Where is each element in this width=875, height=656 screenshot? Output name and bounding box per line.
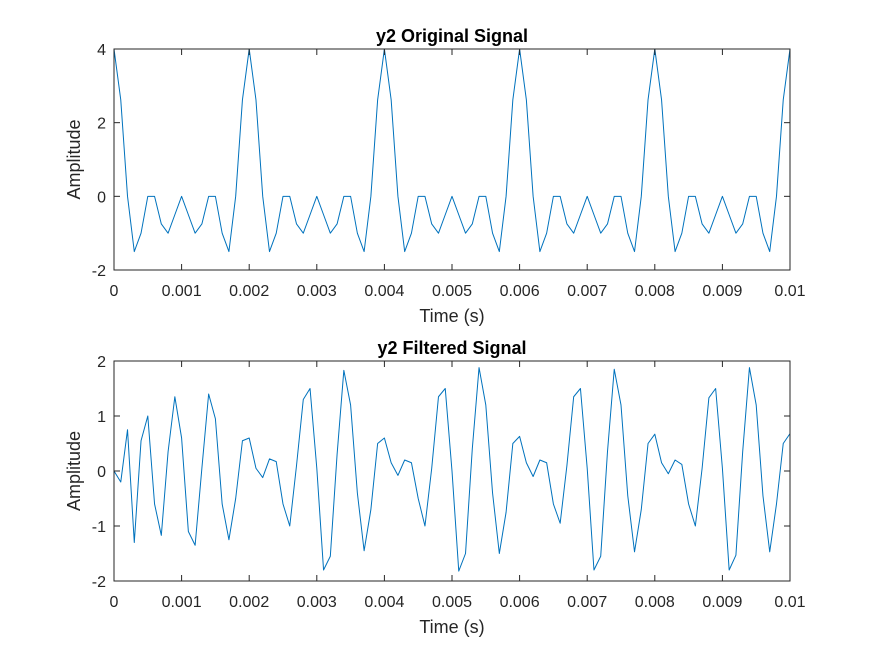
x-tick-label: 0.007	[567, 283, 607, 300]
x-tick-label: 0.007	[567, 594, 607, 611]
x-tick-label: 0.008	[635, 283, 675, 300]
x-tick-label: 0	[110, 283, 119, 300]
x-tick-label: 0.009	[702, 594, 742, 611]
y-tick-label: -2	[92, 574, 106, 591]
x-tick-label: 0.001	[162, 283, 202, 300]
x-axis-label: Time (s)	[419, 617, 484, 637]
x-tick-label: 0.002	[229, 283, 269, 300]
y-axis-label: Amplitude	[64, 431, 84, 511]
series-line	[113, 367, 791, 572]
chart-title: y2 Filtered Signal	[377, 338, 526, 358]
y-axis-label: Amplitude	[64, 119, 84, 199]
x-tick-label: 0.001	[162, 594, 202, 611]
y-tick-label: 1	[97, 409, 106, 426]
x-tick-label: 0.004	[364, 283, 404, 300]
x-tick-label: 0.005	[432, 283, 472, 300]
x-tick-label: 0.003	[297, 283, 337, 300]
chart-original-signal: 0 0.001 0.002 0.003 0.004 0.005 0.006 0.007 0.00…	[64, 26, 806, 326]
y-tick-label: -2	[92, 263, 106, 280]
chart-title: y2 Original Signal	[376, 26, 528, 46]
y-tick-label: 0	[97, 189, 106, 206]
y-tick-label: 0	[97, 464, 106, 481]
y-tick-label: 4	[97, 42, 106, 59]
x-tick-label: 0.01	[774, 283, 805, 300]
x-tick-label: 0	[110, 594, 119, 611]
x-tick-label: 0.004	[364, 594, 404, 611]
series-line	[113, 48, 791, 253]
x-tick-label: 0.005	[432, 594, 472, 611]
y-tick-label: -1	[92, 519, 106, 536]
x-tick-label: 0.003	[297, 594, 337, 611]
x-tick-label: 0.009	[702, 283, 742, 300]
y-tick-label: 2	[97, 354, 106, 371]
x-tick-label: 0.006	[500, 594, 540, 611]
x-tick-label: 0.002	[229, 594, 269, 611]
y-tick-label: 2	[97, 116, 106, 133]
chart-filtered-signal: 0 0.001 0.002 0.003 0.004 0.005 0.006 0.007 0.00…	[64, 338, 806, 637]
x-axis-label: Time (s)	[419, 306, 484, 326]
x-tick-label: 0.008	[635, 594, 675, 611]
x-tick-label: 0.006	[500, 283, 540, 300]
x-tick-label: 0.01	[774, 594, 805, 611]
plot-area	[114, 49, 790, 270]
